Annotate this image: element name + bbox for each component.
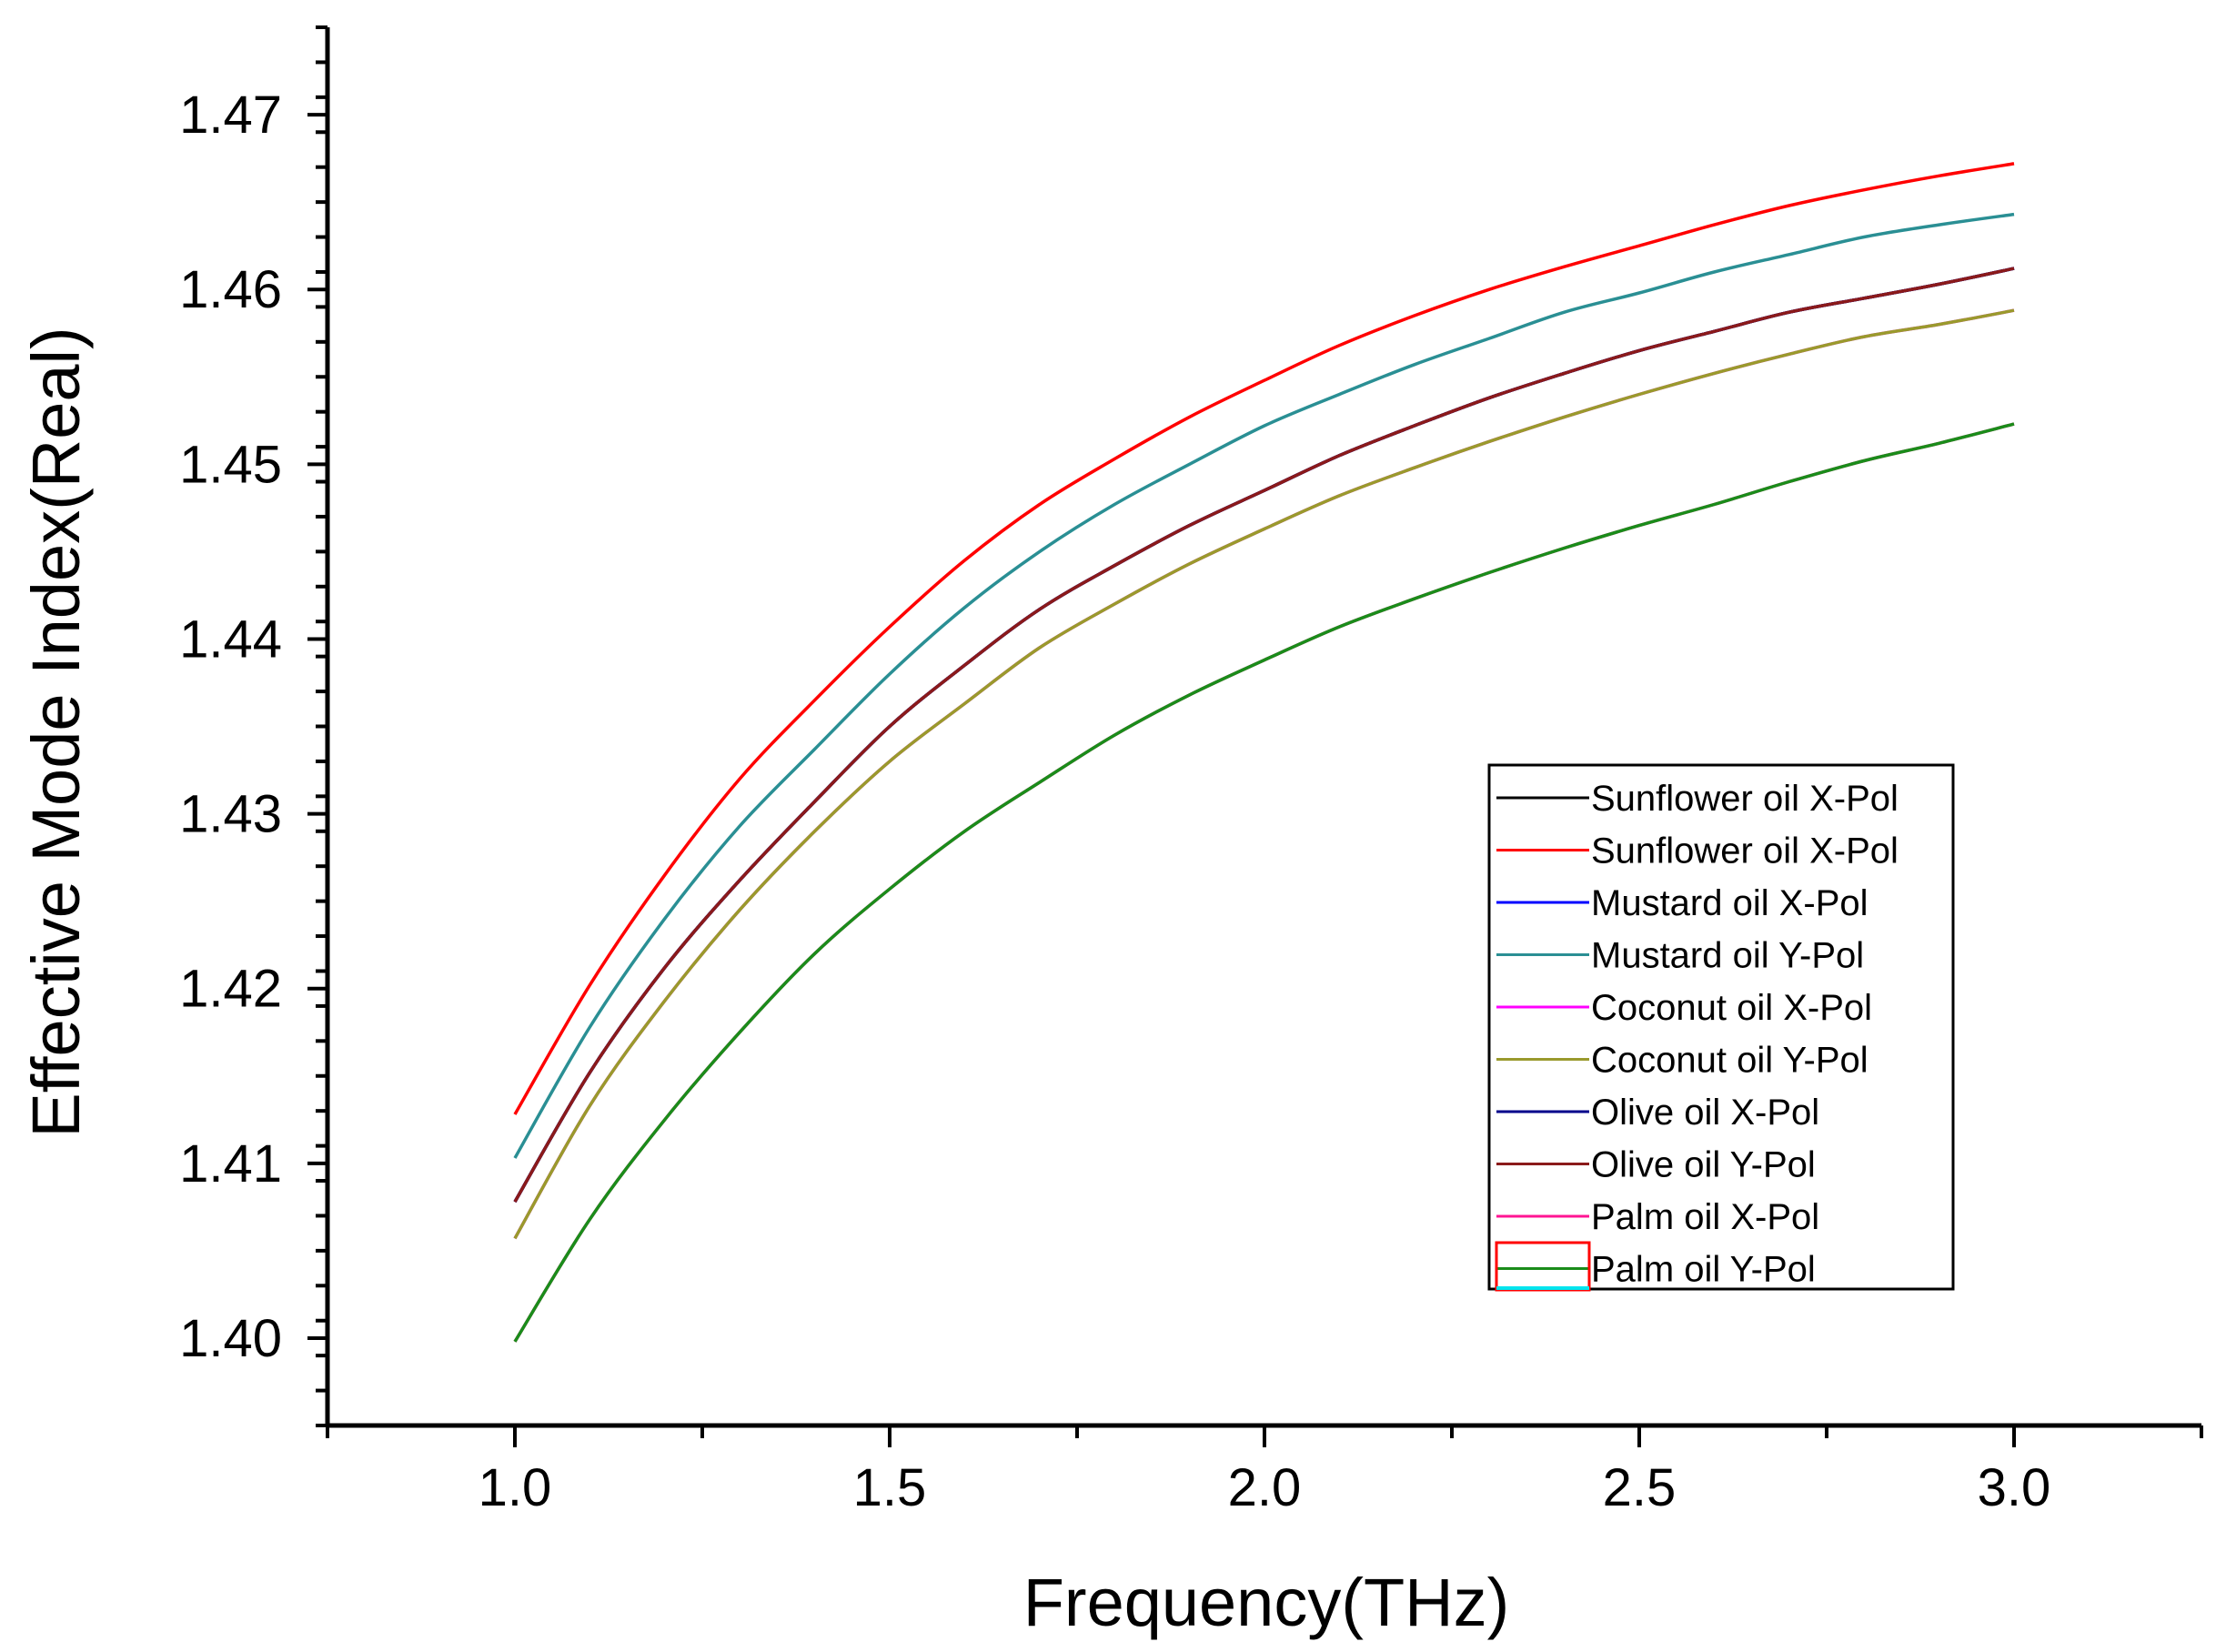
legend-label: Mustard oil X-Pol — [1591, 883, 1868, 923]
y-tick-label: 1.47 — [179, 86, 282, 145]
legend-label: Mustard oil Y-Pol — [1591, 936, 1864, 976]
series-lines — [513, 162, 2015, 1343]
x-axis-title: Frequency(THz) — [1023, 1565, 1510, 1640]
legend-box — [1487, 763, 1955, 1291]
y-tick-label: 1.42 — [179, 960, 282, 1019]
x-tick-label: 1.0 — [478, 1458, 552, 1517]
series-line-9 — [513, 422, 2015, 1343]
legend-label: Palm oil Y-Pol — [1591, 1250, 1816, 1290]
legend-label: Olive oil Y-Pol — [1591, 1145, 1816, 1185]
y-tick-label: 1.40 — [179, 1309, 282, 1368]
x-axis-ticks: 1.0 1.5 2.0 2.5 3.0 — [326, 1425, 2203, 1517]
x-tick-label: 2.0 — [1228, 1458, 1302, 1517]
y-tick-label: 1.46 — [179, 260, 282, 319]
legend-label: Palm oil X-Pol — [1591, 1197, 1819, 1237]
y-tick-label: 1.45 — [179, 435, 282, 494]
y-tick-label: 1.43 — [179, 785, 282, 844]
x-tick-label: 1.5 — [853, 1458, 927, 1517]
legend: Sunflower oil X-Pol Sunflower oil X-Pol Mu… — [1487, 763, 1955, 1292]
y-tick-label: 1.41 — [179, 1134, 282, 1194]
y-axis-ticks: 1.40 1.41 1.42 1.43 1.44 1.45 1.46 1.47 — [179, 25, 327, 1427]
legend-label: Sunflower oil X-Pol — [1591, 779, 1899, 819]
series-line-7 — [513, 267, 2015, 1203]
series-line-1 — [513, 162, 2015, 1115]
legend-label: Coconut oil X-Pol — [1591, 988, 1872, 1028]
legend-label: Sunflower oil X-Pol — [1591, 831, 1899, 871]
x-tick-label: 3.0 — [1978, 1458, 2051, 1517]
y-tick-label: 1.44 — [179, 609, 282, 669]
legend-label: Coconut oil Y-Pol — [1591, 1041, 1868, 1081]
y-axis-title: Effective Mode Index(Real) — [18, 327, 94, 1137]
series-line-5 — [513, 308, 2015, 1240]
legend-label: Olive oil X-Pol — [1591, 1093, 1819, 1133]
series-line-3 — [513, 212, 2015, 1159]
x-tick-label: 2.5 — [1603, 1458, 1677, 1517]
